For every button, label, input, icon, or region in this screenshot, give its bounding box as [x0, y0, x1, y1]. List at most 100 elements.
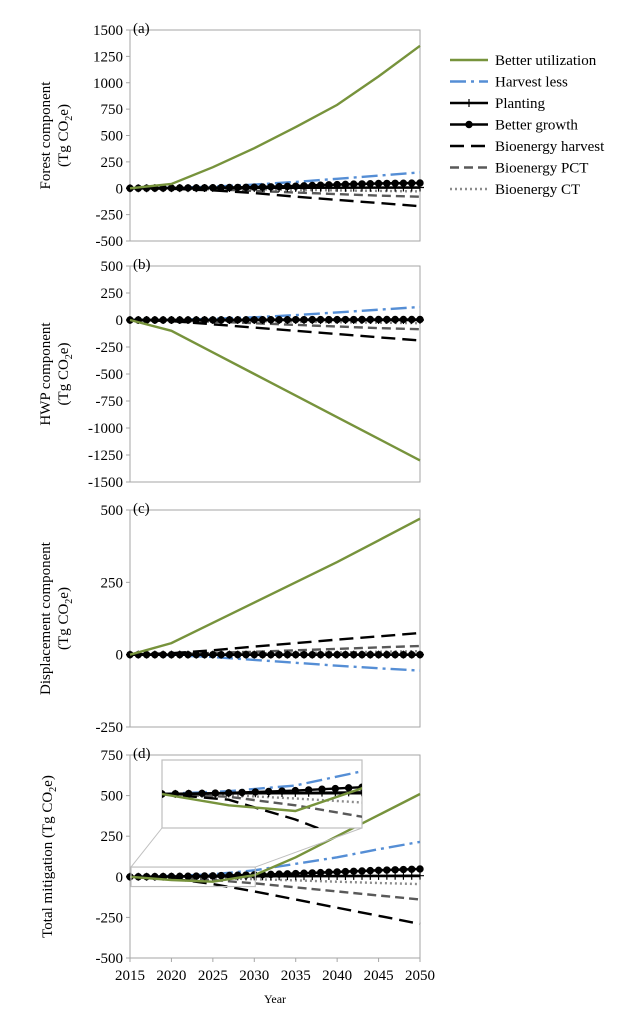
- y-axis-unit: (Tg CO2e): [56, 343, 75, 406]
- series-marker: [283, 870, 292, 878]
- series-marker: [366, 315, 374, 324]
- series-marker: [250, 650, 258, 659]
- inset-series-bioenergy-pct: [162, 792, 362, 818]
- series-marker: [316, 650, 325, 659]
- series-marker: [176, 316, 184, 324]
- chart-panel-d: 750 500 250 0 -250 -500 (d) Total mitigation (T…: [40, 746, 424, 967]
- y-axis-unit-sub: 2: [64, 116, 75, 121]
- series-marker: [391, 315, 399, 324]
- inset-marker: [358, 788, 362, 797]
- series-marker: [416, 179, 424, 187]
- legend-item: Better utilization: [450, 53, 597, 69]
- series-marker: [399, 315, 408, 324]
- series-marker: [391, 866, 399, 874]
- series-marker: [325, 650, 333, 659]
- legend-label: Planting: [495, 96, 546, 112]
- inset-marker: [198, 789, 206, 798]
- series-marker: [192, 650, 200, 659]
- inset-group: [130, 759, 363, 888]
- zoom-connector: [130, 827, 163, 868]
- series-marker: [242, 650, 250, 659]
- series-marker: [366, 650, 374, 659]
- series-marker: [374, 866, 383, 875]
- y-axis-unit-end: e): [56, 343, 72, 355]
- series-marker: [408, 650, 416, 659]
- series-marker: [267, 183, 275, 191]
- series-marker: [209, 316, 217, 324]
- series-marker: [234, 183, 242, 192]
- series-marker: [325, 868, 333, 876]
- series-marker: [192, 316, 200, 324]
- series-marker: [184, 650, 192, 659]
- series-marker: [366, 180, 374, 188]
- series-marker: [308, 650, 316, 659]
- y-axis-label: Displacement component: [38, 541, 54, 695]
- series-marker: [200, 872, 209, 880]
- y-axis-unit-sub: 2: [64, 354, 75, 359]
- series-marker: [184, 184, 192, 192]
- panel-label: (c): [133, 501, 150, 517]
- series-marker: [399, 865, 408, 874]
- series-marker: [275, 182, 283, 191]
- legend-label: Harvest less: [495, 75, 568, 91]
- series-marker: [151, 316, 159, 324]
- legend-item: Better growth: [450, 118, 578, 134]
- plot-frame: [129, 29, 421, 242]
- series-marker: [358, 867, 366, 875]
- series-marker: [209, 650, 217, 659]
- x-tick-label: 2025: [198, 968, 228, 984]
- series-marker: [217, 316, 225, 324]
- chart-panel-b: 500 250 0 -250 -500 -750 -1000 -1250 -1500 (b) HWP…: [38, 257, 424, 491]
- legend-label: Better utilization: [495, 53, 597, 69]
- series-marker: [200, 184, 209, 192]
- x-tick-label: 2035: [281, 968, 311, 984]
- series-marker: [350, 180, 358, 188]
- series-marker: [209, 184, 217, 192]
- legend-item: Planting: [450, 96, 546, 112]
- y-tick-label: -500: [96, 367, 124, 383]
- series-marker: [200, 316, 209, 324]
- series-marker: [374, 179, 383, 188]
- series-marker: [358, 650, 366, 659]
- plot-frame: [129, 754, 421, 959]
- legend-label: Bioenergy harvest: [495, 139, 605, 155]
- panel-label: (d): [133, 746, 151, 762]
- inset-marker: [264, 787, 273, 796]
- series-marker: [350, 315, 358, 324]
- y-axis-unit-end: e): [56, 104, 72, 116]
- y-axis-label: HWP component: [38, 322, 54, 426]
- y-tick-label: 750: [101, 748, 124, 764]
- y-tick-label: -500: [96, 234, 124, 250]
- inset-marker: [278, 787, 286, 795]
- y-axis-unit: (Tg CO2e): [56, 587, 75, 650]
- y-axis-unit-end: e): [56, 587, 72, 599]
- series-marker: [308, 315, 316, 324]
- series-marker: [333, 650, 341, 659]
- y-tick-label: 1000: [93, 76, 123, 92]
- series-marker: [267, 870, 275, 879]
- inset-marker: [224, 789, 233, 797]
- chart-panel-a: 1500 1250 1000 750 500 250 0 -250 -500 (a) Forest …: [38, 21, 424, 250]
- y-tick-label: 0: [116, 870, 124, 886]
- series-marker: [300, 315, 308, 324]
- x-tick-label: 2045: [364, 968, 394, 984]
- series-line-harvest-less: [129, 171, 421, 190]
- inset-plot: [162, 770, 362, 828]
- legend-marker: [465, 120, 473, 129]
- inset-series-better-utilization: [162, 786, 362, 813]
- series-marker: [217, 183, 225, 192]
- series-marker: [283, 650, 292, 659]
- series-marker: [341, 867, 350, 876]
- series-marker: [242, 316, 250, 324]
- y-tick-label: -1500: [88, 475, 123, 491]
- y-axis-label-sub: 2: [48, 787, 59, 792]
- series-marker: [258, 316, 267, 324]
- series-marker: [358, 315, 366, 324]
- series-marker: [416, 315, 424, 324]
- series-marker: [234, 316, 242, 324]
- series-marker: [333, 868, 341, 876]
- series-line-bioenergy-ct: [129, 187, 421, 193]
- y-axis-unit-text: (Tg CO: [56, 604, 72, 650]
